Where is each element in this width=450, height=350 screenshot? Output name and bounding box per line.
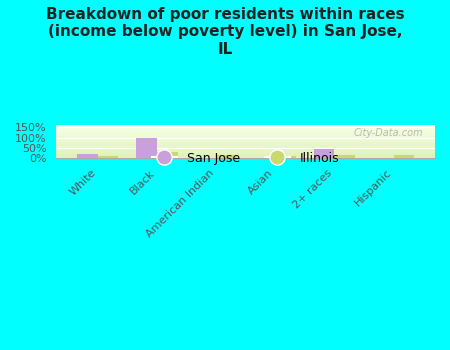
Bar <box>136 138 157 158</box>
Bar <box>334 155 355 158</box>
Text: City-Data.com: City-Data.com <box>354 128 423 138</box>
Bar <box>98 156 118 158</box>
Bar <box>157 152 178 158</box>
Bar <box>216 155 237 158</box>
Bar <box>275 156 296 158</box>
Bar <box>314 149 334 158</box>
Bar <box>77 154 98 158</box>
Legend: San Jose, Illinois: San Jose, Illinois <box>147 147 345 170</box>
Bar <box>394 155 414 158</box>
Text: Breakdown of poor residents within races
(income below poverty level) in San Jos: Breakdown of poor residents within races… <box>46 7 404 57</box>
